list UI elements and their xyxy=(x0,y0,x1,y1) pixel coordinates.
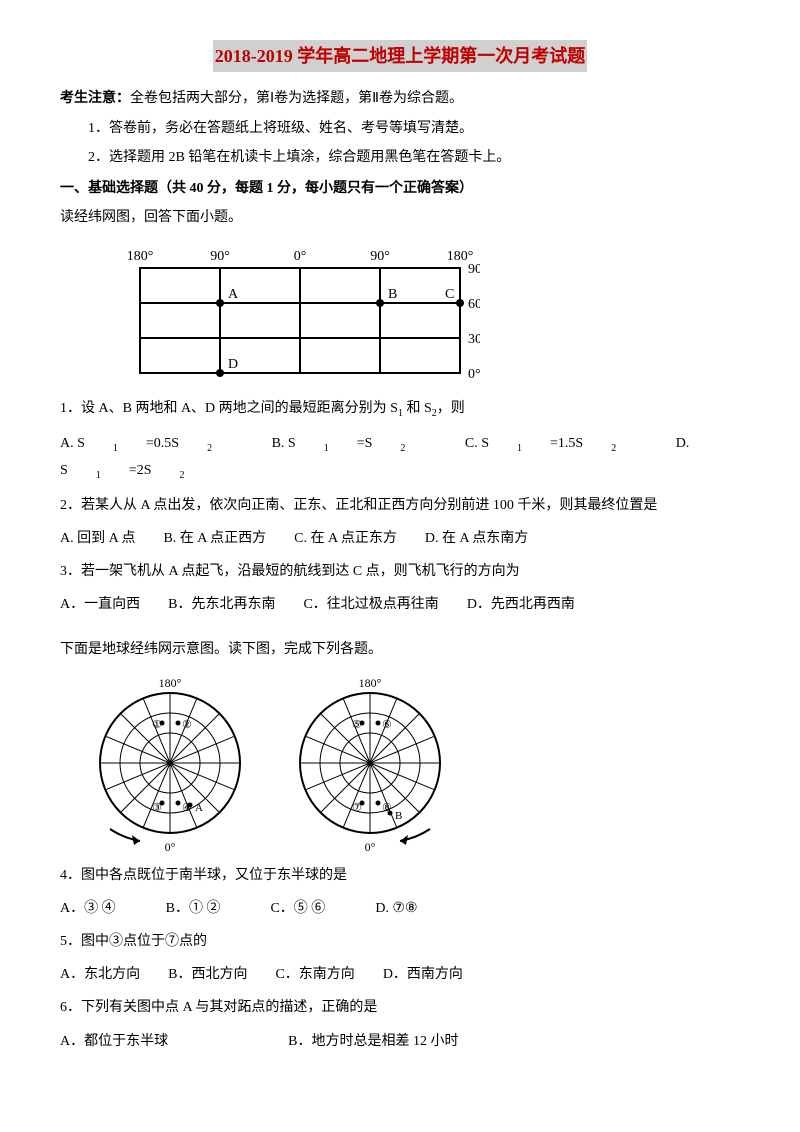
question-1: 1．设 A、B 两地和 A、D 两地之间的最短距离分别为 S1 和 S2，则 xyxy=(60,396,740,423)
q3-options: A．一直向西B．先东北再东南C．往北过极点再往南D．先西北再西南 xyxy=(60,592,740,617)
q1-options: A. S1=0.5S2 B. S1=S2 C. S1=1.5S2 D. S1=2… xyxy=(60,431,740,485)
svg-text:90°: 90° xyxy=(210,249,230,264)
section-1-head: 一、基础选择题（共 40 分，每题 1 分，每小题只有一个正确答案） xyxy=(60,176,740,201)
svg-text:180°: 180° xyxy=(359,676,382,690)
notice-label: 考生注意： xyxy=(60,91,130,106)
svg-text:0°: 0° xyxy=(294,249,307,264)
svg-text:⑧: ⑧ xyxy=(382,802,392,814)
svg-text:②: ② xyxy=(182,719,192,731)
svg-text:④: ④ xyxy=(182,802,192,814)
svg-text:⑦: ⑦ xyxy=(352,802,362,814)
svg-text:③: ③ xyxy=(152,802,162,814)
intro-1: 读经纬网图，回答下面小题。 xyxy=(60,205,740,230)
svg-text:A: A xyxy=(228,287,239,302)
question-2: 2．若某人从 A 点出发，依次向正南、正东、正北和正西方向分别前进 100 千米… xyxy=(60,493,740,518)
svg-text:60°: 60° xyxy=(468,297,480,312)
svg-text:90°: 90° xyxy=(468,262,480,277)
svg-text:180°: 180° xyxy=(159,676,182,690)
q4-options: A．③ ④B．① ②C．⑤ ⑥D. ⑦⑧ xyxy=(60,896,740,921)
globe-figure: ① ② ③ ④ A 180° 0° ⑤ ⑥ ⑦ ⑧ B 180° 0° xyxy=(60,673,740,853)
svg-text:0°: 0° xyxy=(365,840,376,853)
svg-text:0°: 0° xyxy=(468,367,480,382)
svg-text:B: B xyxy=(388,287,397,302)
question-5: 5．图中③点位于⑦点的 xyxy=(60,929,740,954)
notice-line1: 1．答卷前，务必在答题纸上将班级、姓名、考号等填写清楚。 xyxy=(60,116,740,141)
svg-text:①: ① xyxy=(152,719,162,731)
intro-2: 下面是地球经纬网示意图。读下图，完成下列各题。 xyxy=(60,637,740,662)
question-6: 6．下列有关图中点 A 与其对跖点的描述，正确的是 xyxy=(60,995,740,1020)
question-4: 4．图中各点既位于南半球，又位于东半球的是 xyxy=(60,863,740,888)
svg-text:30°: 30° xyxy=(468,332,480,347)
svg-text:⑤: ⑤ xyxy=(352,719,362,731)
svg-text:⑥: ⑥ xyxy=(382,719,392,731)
notice-block: 考生注意：全卷包括两大部分，第Ⅰ卷为选择题，第Ⅱ卷为综合题。 xyxy=(60,86,740,111)
q5-options: A．东北方向B．西北方向C．东南方向D．西南方向 xyxy=(60,962,740,987)
page-title: 2018-2019 学年高二地理上学期第一次月考试题 xyxy=(213,40,588,72)
svg-text:C: C xyxy=(445,287,454,302)
svg-text:A: A xyxy=(195,802,203,814)
svg-text:0°: 0° xyxy=(165,840,176,853)
question-3: 3．若一架飞机从 A 点起飞，沿最短的航线到达 C 点，则飞机飞行的方向为 xyxy=(60,559,740,584)
notice-line2: 2．选择题用 2B 铅笔在机读卡上填涂，综合题用黑色笔在答题卡上。 xyxy=(60,145,740,170)
notice-line0: 全卷包括两大部分，第Ⅰ卷为选择题，第Ⅱ卷为综合题。 xyxy=(130,91,463,106)
svg-text:D: D xyxy=(228,357,238,372)
svg-text:180°: 180° xyxy=(127,249,154,264)
grid-figure: 180° 90° 0° 90° 180° 90° 60° 30° 0° A B … xyxy=(120,238,740,388)
svg-text:90°: 90° xyxy=(370,249,390,264)
q2-options: A. 回到 A 点B. 在 A 点正西方C. 在 A 点正东方D. 在 A 点东… xyxy=(60,526,740,551)
q6-options: A．都位于东半球B．地方时总是相差 12 小时 xyxy=(60,1029,740,1054)
svg-text:B: B xyxy=(395,810,402,822)
